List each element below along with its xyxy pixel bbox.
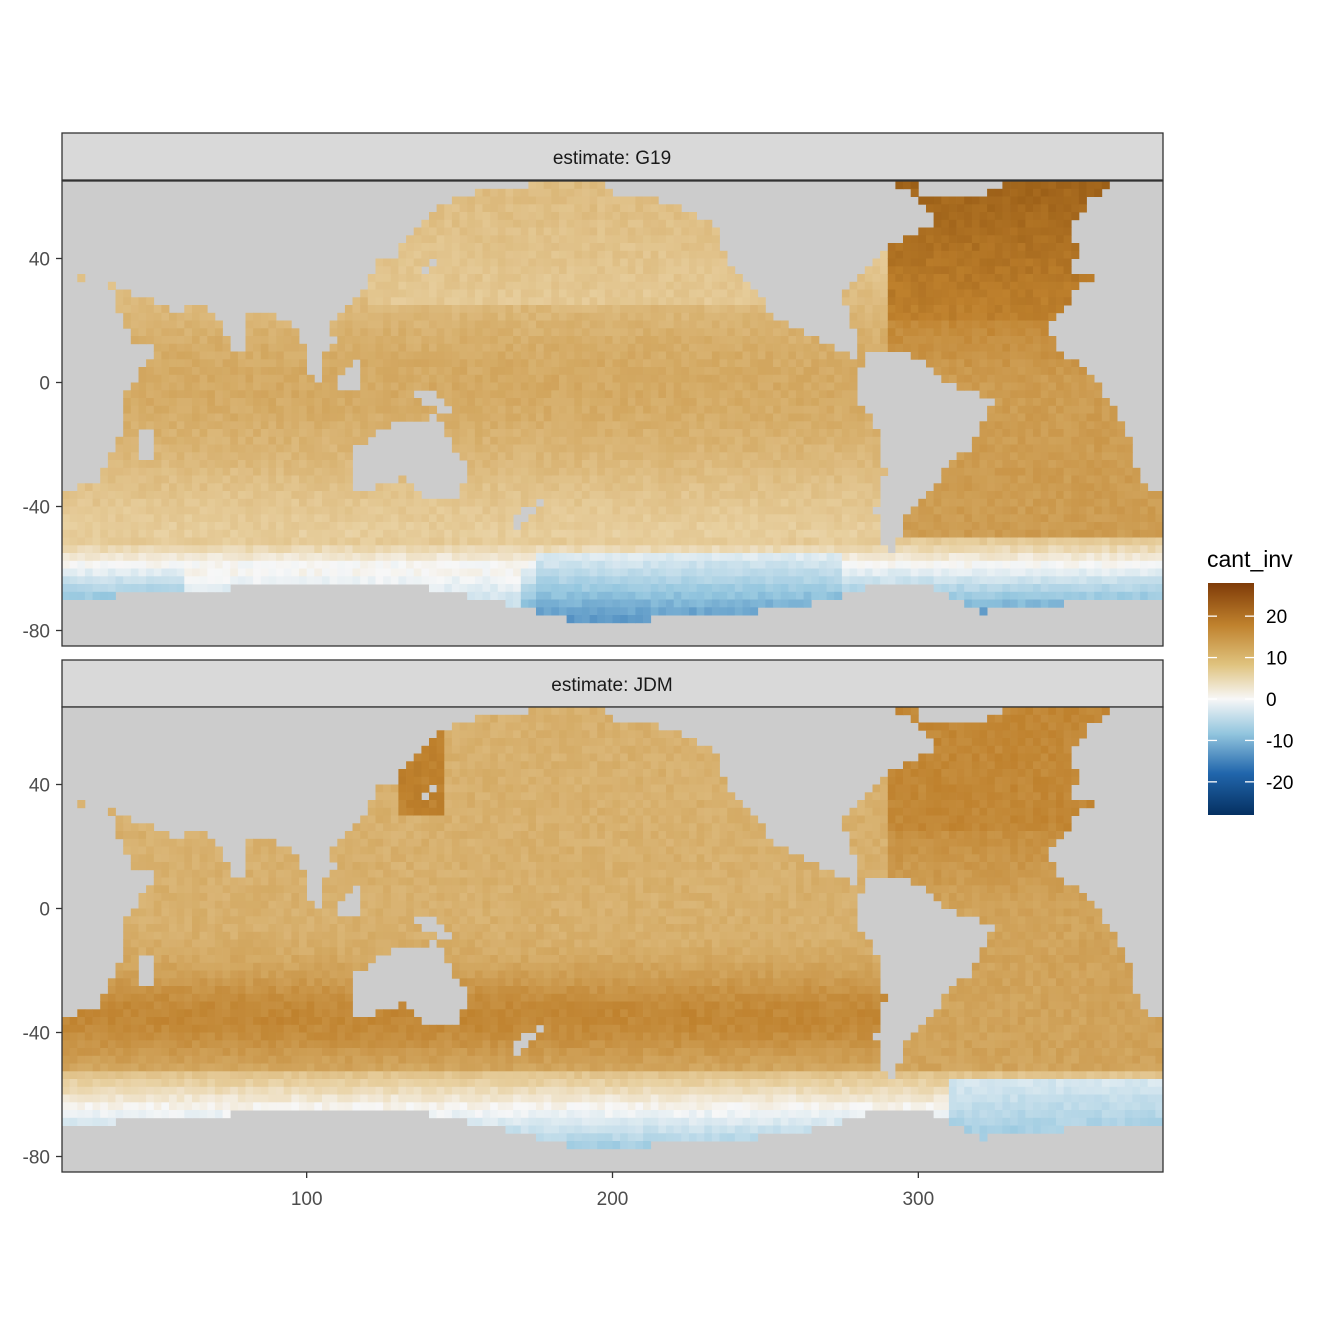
legend-title: cant_inv <box>1207 546 1293 572</box>
x-tick-label: 100 <box>291 1189 323 1210</box>
facet-strip-label: estimate: G19 <box>553 148 671 169</box>
y-axis-panel-1: 40 0 -40 -80 <box>23 250 62 643</box>
ocean-field <box>62 181 1163 624</box>
y-tick-label: 0 <box>39 900 50 921</box>
y-tick-label: 40 <box>29 250 50 271</box>
facet-panel-jdm: estimate: JDM <box>61 659 1164 1173</box>
y-tick-label: -80 <box>23 622 50 643</box>
legend-label: 0 <box>1266 690 1277 711</box>
legend-label: -20 <box>1266 773 1293 794</box>
y-tick-label: 40 <box>29 776 50 797</box>
x-tick-label: 200 <box>597 1189 629 1210</box>
y-tick-label: -80 <box>23 1148 50 1169</box>
facet-panel-g19: estimate: G19 <box>61 132 1164 647</box>
legend-label: 10 <box>1266 649 1287 670</box>
y-tick-label: -40 <box>23 1024 50 1045</box>
x-tick-label: 300 <box>902 1189 934 1210</box>
facet-strip <box>61 659 1164 708</box>
y-tick-label: -40 <box>23 498 50 519</box>
colorbar-ticks: 20 10 0 -10 -20 <box>1208 607 1293 794</box>
legend: cant_inv 20 10 0 -10 -20 <box>1207 546 1293 815</box>
x-axis: 100 200 300 <box>291 1172 934 1210</box>
facet-strip-label: estimate: JDM <box>551 675 672 696</box>
legend-label: -10 <box>1266 731 1293 752</box>
facet-strip <box>61 132 1164 181</box>
y-tick-label: 0 <box>39 374 50 395</box>
legend-label: 20 <box>1266 607 1287 628</box>
ocean-field <box>62 707 1163 1150</box>
panel-border <box>61 180 1164 647</box>
y-axis-panel-2: 40 0 -40 -80 <box>23 776 62 1169</box>
